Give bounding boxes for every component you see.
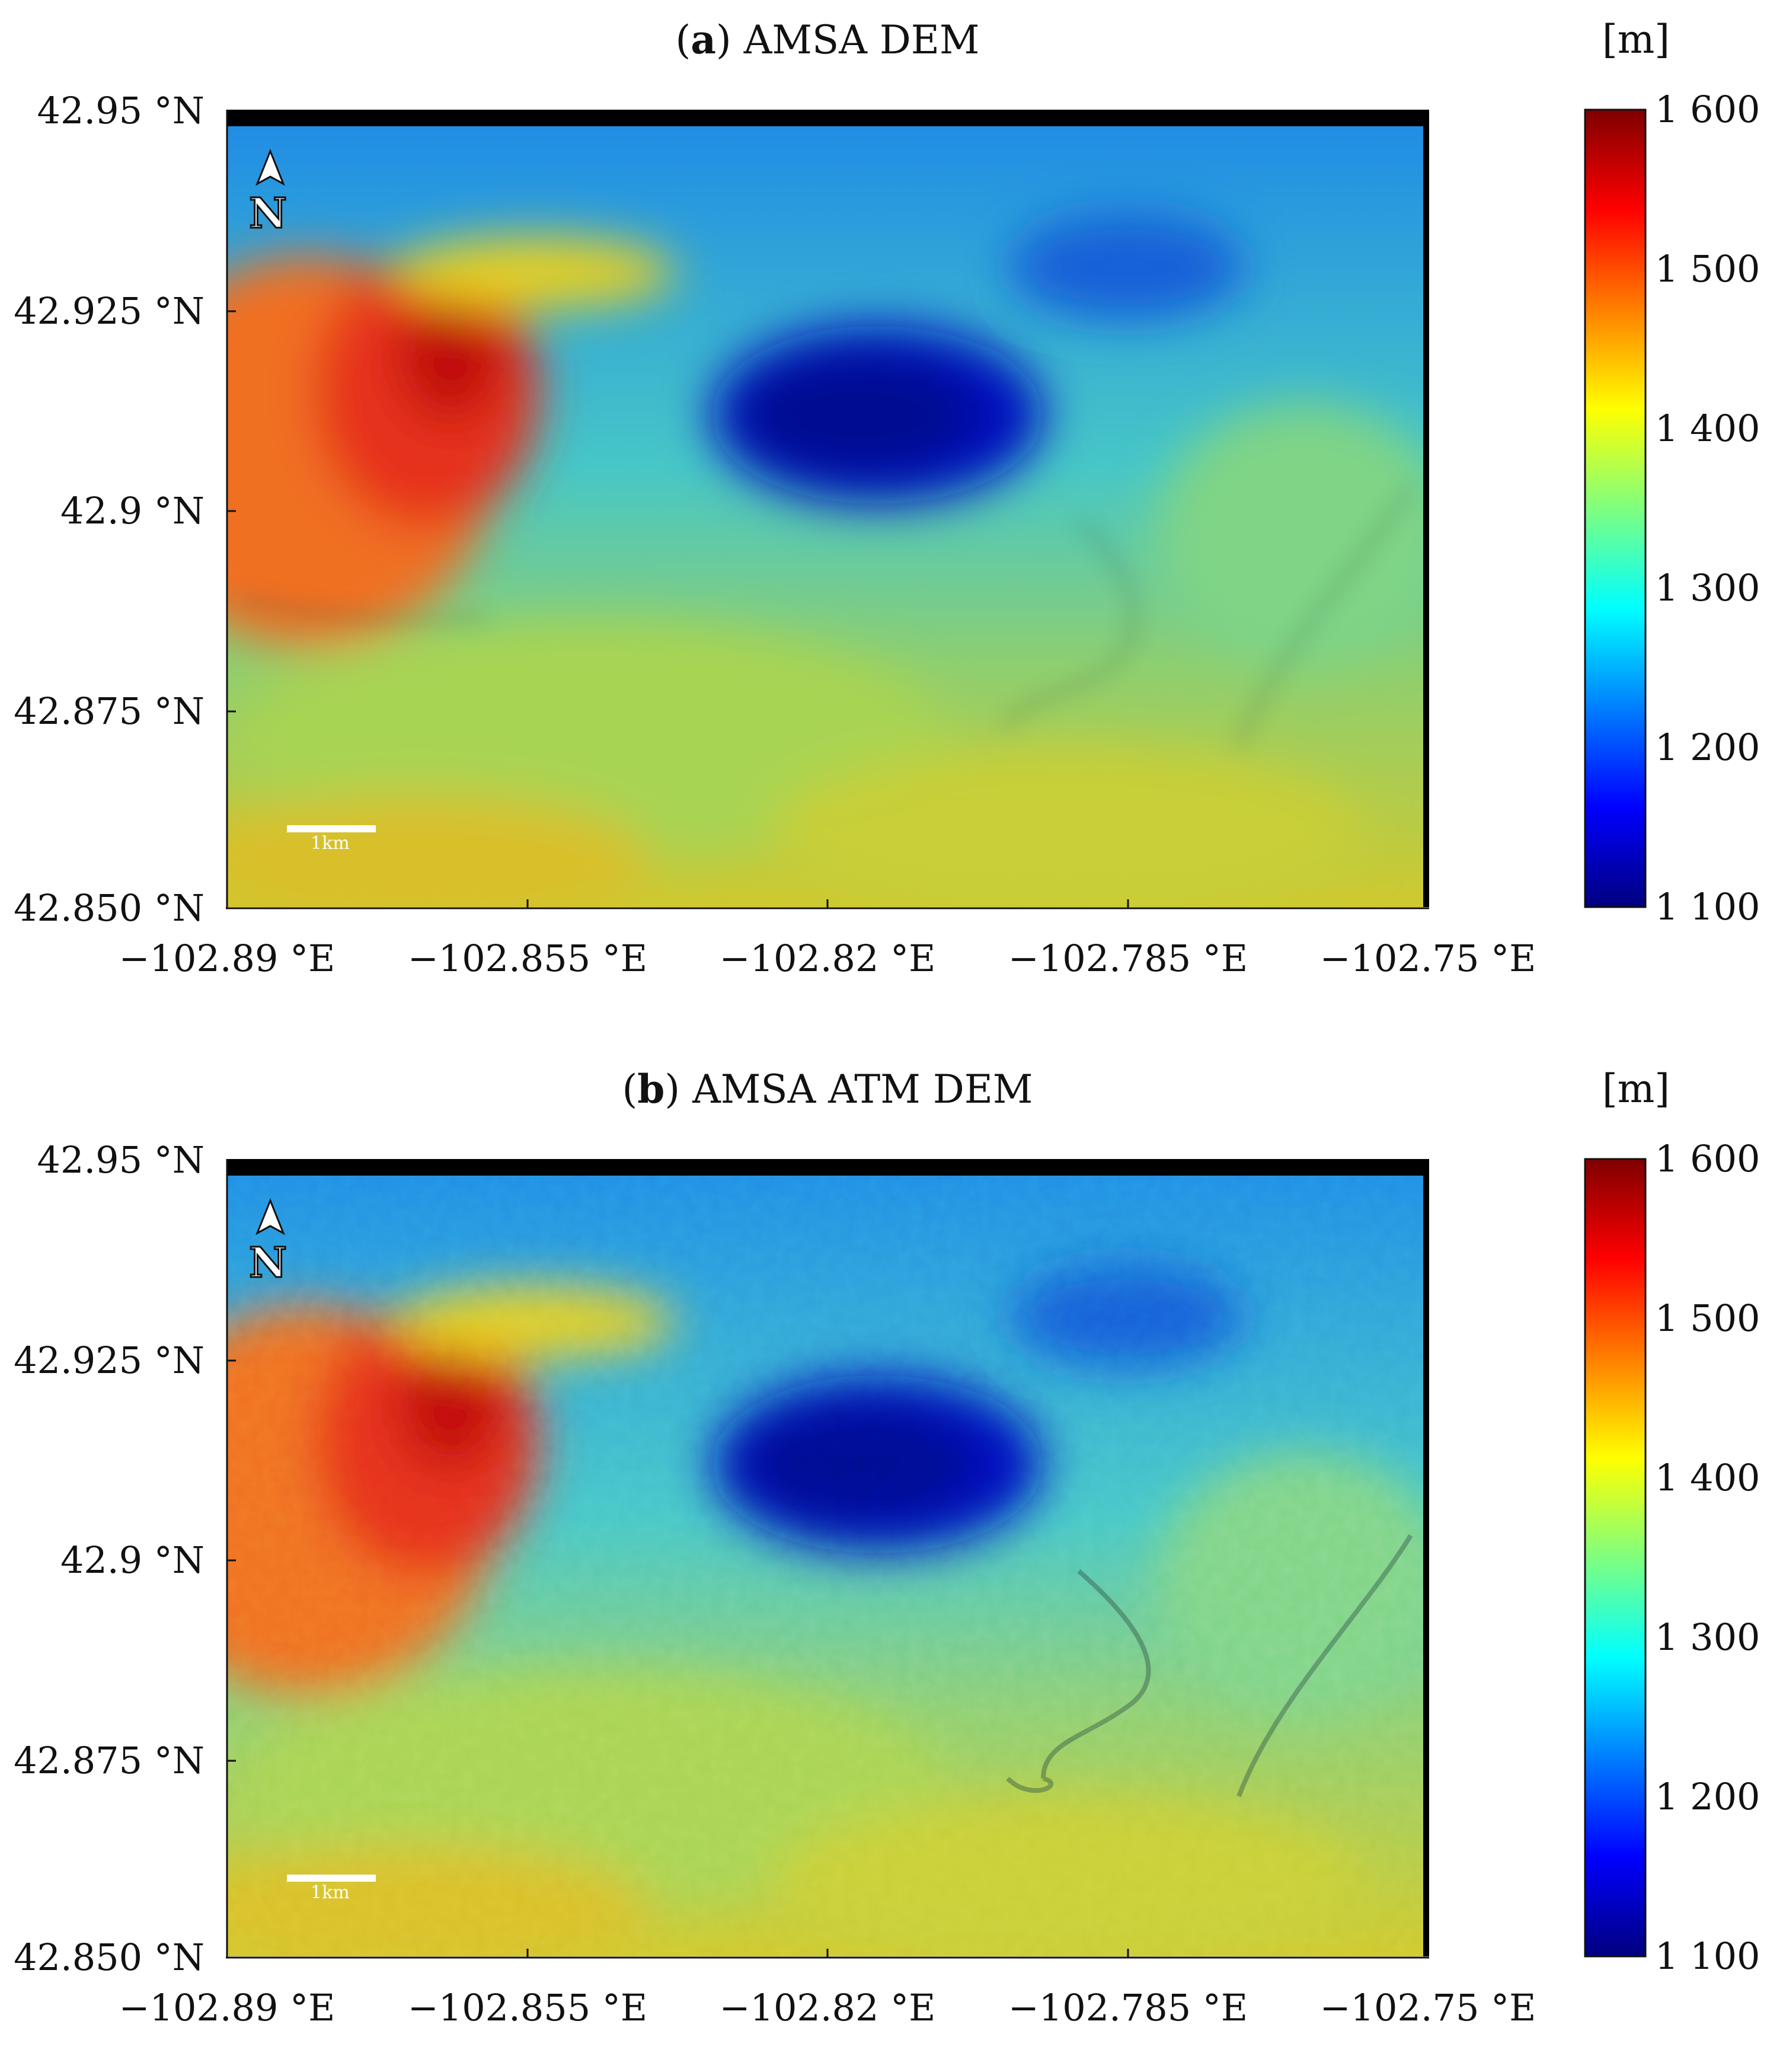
- y-tick-label: 42.925 °N: [14, 289, 205, 333]
- x-tick-label: −102.82 °E: [719, 937, 936, 980]
- map-graphic-a: [226, 108, 1647, 909]
- north-label: N: [248, 1237, 288, 1288]
- x-tick-label: −102.855 °E: [407, 1986, 648, 2029]
- x-tick-label: −102.855 °E: [407, 937, 648, 980]
- colorbar-tick-label: 1 500: [1655, 1297, 1760, 1340]
- elevation-map-b: [227, 1159, 1428, 1956]
- colorbar-tick-label: 1 300: [1655, 566, 1760, 609]
- y-tick-label: 42.925 °N: [14, 1339, 205, 1382]
- y-tick-label: 42.850 °N: [14, 886, 205, 930]
- elevation-map-a: [227, 110, 1428, 907]
- y-tick-label: 42.95 °N: [37, 89, 205, 132]
- x-tick-label: −102.785 °E: [1008, 1986, 1248, 2029]
- colorbar-tick-label: 1 400: [1655, 1456, 1760, 1499]
- colorbar-tick-label: 1 400: [1655, 407, 1760, 450]
- scale-bar-label: 1km: [311, 1882, 350, 1903]
- scale-bar-label: 1km: [311, 833, 350, 854]
- north-arrow-icon: [255, 148, 285, 186]
- colorbar-tick-label: 1 500: [1655, 247, 1760, 290]
- y-tick-label: 42.875 °N: [14, 1739, 205, 1782]
- scale-bar-b: [287, 1875, 376, 1882]
- y-tick-label: 42.95 °N: [37, 1138, 205, 1182]
- colorbar-tick-label: 1 100: [1655, 885, 1760, 928]
- x-tick-label: −102.785 °E: [1008, 937, 1248, 980]
- map-graphic-b: [226, 1158, 1647, 1959]
- y-tick-label: 42.850 °N: [14, 1936, 205, 1979]
- north-arrow-icon: [255, 1198, 285, 1235]
- y-tick-label: 42.9 °N: [60, 489, 205, 532]
- y-tick-label: 42.9 °N: [60, 1538, 205, 1582]
- colorbar-tick-label: 1 600: [1655, 88, 1760, 131]
- scale-bar-a: [287, 825, 376, 832]
- x-tick-label: −102.89 °E: [119, 937, 335, 980]
- panel-a: (a) AMSA DEM [m] 42.95 °N 42.925 °N 42.9…: [0, 0, 1767, 1023]
- colorbar-unit-a: [m]: [1602, 17, 1670, 62]
- colorbar-unit-b: [m]: [1602, 1066, 1670, 1112]
- colorbar-tick-label: 1 200: [1655, 1775, 1760, 1818]
- colorbar-tick-label: 1 600: [1655, 1137, 1760, 1180]
- colorbar-a: [1584, 108, 1647, 908]
- x-tick-label: −102.75 °E: [1319, 937, 1536, 980]
- colorbar-b: [1584, 1158, 1647, 1958]
- panel-b: (b) AMSA ATM DEM [m] 42.95 °N 42.925 °N …: [0, 1049, 1767, 2072]
- panel-title-a: (a) AMSA DEM: [675, 17, 980, 63]
- y-tick-label: 42.875 °N: [14, 689, 205, 733]
- x-tick-label: −102.75 °E: [1319, 1986, 1536, 2029]
- panel-title-b: (b) AMSA ATM DEM: [622, 1066, 1033, 1112]
- colorbar-tick-label: 1 300: [1655, 1616, 1760, 1659]
- north-label: N: [248, 188, 288, 239]
- colorbar-tick-label: 1 100: [1655, 1934, 1760, 1978]
- x-tick-label: −102.89 °E: [119, 1986, 335, 2029]
- colorbar-tick-label: 1 200: [1655, 726, 1760, 769]
- x-tick-label: −102.82 °E: [719, 1986, 936, 2029]
